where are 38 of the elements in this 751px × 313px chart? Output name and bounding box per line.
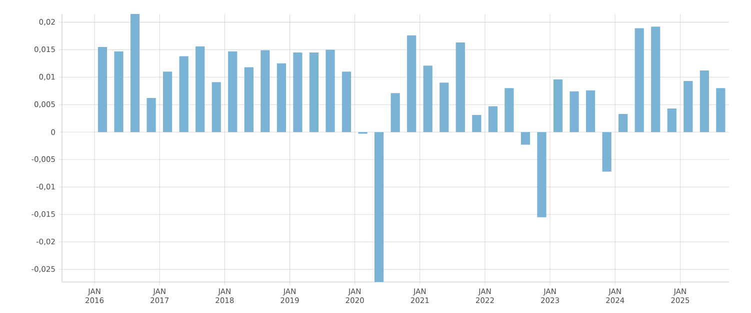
bar: [570, 91, 579, 132]
bar: [146, 98, 156, 132]
bar: [553, 79, 563, 132]
bar: [163, 72, 172, 132]
bar: [618, 114, 628, 132]
bar: [98, 46, 108, 132]
bar: [390, 93, 400, 132]
bar: [260, 50, 270, 132]
bar: [114, 51, 124, 132]
bar: [407, 35, 416, 132]
bar: [342, 72, 352, 132]
bar: [488, 106, 498, 132]
bar: [374, 132, 384, 282]
bar: [326, 50, 335, 132]
bar: [423, 66, 432, 132]
bar: [520, 132, 530, 145]
bar: [309, 52, 319, 132]
bar: [716, 88, 726, 132]
bar: [293, 52, 302, 132]
bar: [684, 81, 693, 132]
bar: [667, 108, 676, 132]
bar: [537, 132, 546, 218]
bar: [196, 46, 205, 132]
bar: [244, 67, 254, 132]
bar: [634, 28, 644, 132]
bar: [504, 88, 514, 132]
bar: [456, 42, 465, 132]
bar: [212, 82, 221, 132]
bar: [700, 70, 709, 132]
bar: [472, 115, 482, 132]
bar: [440, 82, 449, 132]
bar: [130, 14, 140, 132]
bar: [276, 63, 286, 132]
bar: [586, 90, 596, 132]
bar: [651, 26, 660, 132]
bar: [602, 132, 612, 172]
bar: [228, 51, 238, 132]
bar: [179, 56, 188, 132]
